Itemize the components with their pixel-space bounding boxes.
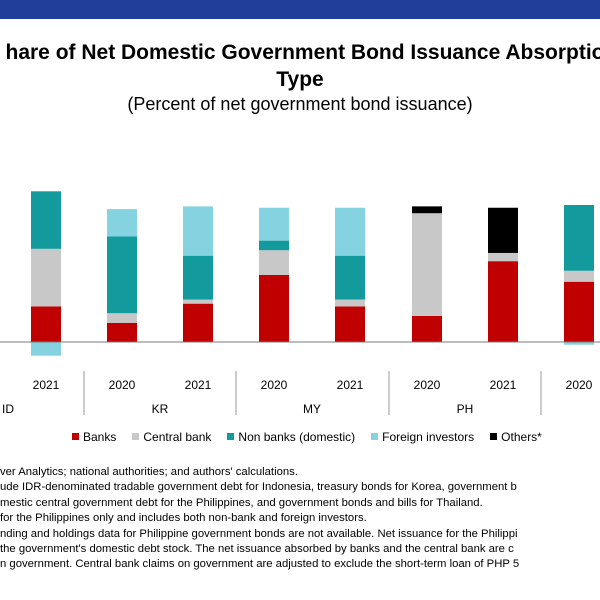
legend-item: Others* — [490, 430, 542, 444]
x-tick-label: 2020 — [566, 378, 593, 392]
legend-swatch — [72, 433, 79, 441]
bar-segment-foreign-investors — [107, 209, 137, 237]
x-tick-label: 2021 — [337, 378, 364, 392]
bar-segment-banks — [488, 261, 518, 342]
chart-title-line2: Type — [276, 68, 324, 91]
bar-segment-non-banks-domestic — [183, 255, 213, 300]
bar-segment-central-bank — [488, 252, 518, 262]
bar-segment-non-banks-domestic — [31, 191, 61, 249]
bar-segment-central-bank — [107, 313, 137, 323]
bar-segment-banks — [335, 306, 365, 342]
legend-label: Foreign investors — [382, 430, 475, 444]
bar-segment-foreign-investors — [564, 342, 594, 345]
bar-segment-foreign-investors — [335, 207, 365, 256]
bar-segment-central-bank — [259, 250, 289, 275]
bar-segment-central-bank — [31, 248, 61, 307]
bar-segment-non-banks-domestic — [259, 240, 289, 251]
stacked-bar-chart: 2021 2020 2021 2020 2021 2020 2021 2020 ID KR MY PH — [0, 191, 600, 416]
bar-segment-banks — [564, 281, 594, 342]
source-notes: ver Analytics; national authorities; and… — [0, 465, 600, 573]
bar-segment-non-banks-domestic — [335, 255, 365, 300]
x-tick-label: 2020 — [109, 378, 136, 392]
note-line: ude IDR-denominated tradable government … — [0, 481, 517, 494]
group-label: ID — [2, 402, 14, 416]
note-line: for the Philippines only and includes bo… — [0, 512, 367, 525]
chart-title: hare of Net Domestic Government Bond Iss… — [5, 41, 600, 64]
legend-item: Central bank — [132, 430, 211, 444]
legend-label: Non banks (domestic) — [238, 430, 356, 444]
chart-subtitle: (Percent of net government bond issuance… — [127, 94, 473, 114]
x-tick-label: 2020 — [414, 378, 441, 392]
legend-swatch — [132, 433, 140, 441]
legend-swatch — [227, 433, 235, 441]
bar-segment-central-bank — [412, 213, 442, 316]
group-label: PH — [457, 402, 474, 416]
bar-segment-central-bank — [335, 299, 365, 307]
bar-segment-foreign-investors — [183, 206, 213, 256]
x-tick-label: 2021 — [33, 378, 60, 392]
chart-legend: Banks Central bank Non banks (domestic) For… — [72, 430, 558, 444]
bar-segment-central-bank — [564, 270, 594, 282]
legend-swatch — [371, 433, 379, 441]
x-tick-label: 2021 — [490, 378, 517, 392]
legend-item: Foreign investors — [371, 430, 474, 444]
legend-label: Banks — [83, 430, 117, 444]
legend-swatch — [490, 433, 498, 441]
note-line: ver Analytics; national authorities; and… — [0, 466, 298, 478]
bar-segment-others — [412, 206, 442, 214]
bar-segment-banks — [259, 274, 289, 342]
bar-segment-others — [488, 207, 518, 253]
bar-segment-non-banks-domestic — [564, 205, 594, 271]
bar-segment-foreign-investors — [31, 342, 61, 356]
legend-item: Non banks (domestic) — [227, 430, 355, 444]
note-line: mestic central government debt for the P… — [0, 496, 483, 509]
note-line: nding and holdings data for Philippine g… — [0, 527, 518, 540]
bar-segment-central-bank — [183, 299, 213, 304]
legend-label: Others* — [501, 430, 542, 444]
bar-segment-banks — [183, 303, 213, 342]
note-line: the government's domestic debt stock. Th… — [0, 543, 514, 556]
bar-segment-banks — [412, 315, 442, 342]
group-label: KR — [152, 402, 169, 416]
legend-item: Banks — [72, 430, 116, 444]
bar-segment-foreign-investors — [259, 207, 289, 241]
x-tick-label: 2021 — [185, 378, 212, 392]
bar-segment-banks — [107, 322, 137, 342]
bar-segment-non-banks-domestic — [107, 236, 137, 314]
note-line: n government. Central bank claims on gov… — [0, 558, 520, 571]
chart-panel: hare of Net Domestic Government Bond Iss… — [0, 19, 600, 600]
group-label: MY — [303, 402, 321, 416]
legend-label: Central bank — [143, 430, 212, 444]
x-tick-label: 2020 — [261, 378, 288, 392]
bar-segment-banks — [31, 306, 61, 342]
